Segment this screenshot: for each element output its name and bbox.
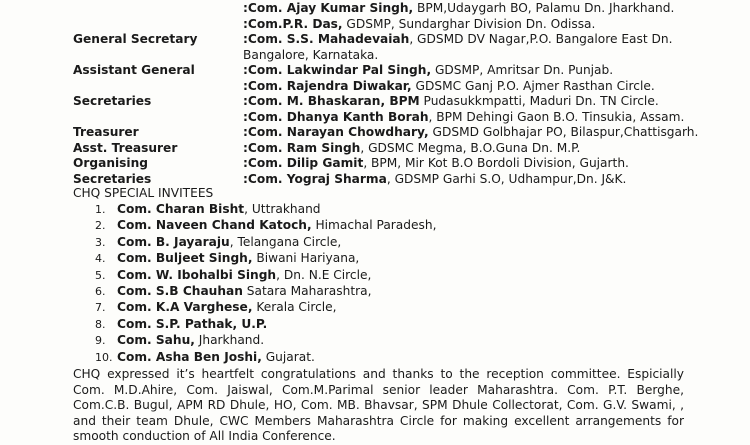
invitee-number: 3. xyxy=(95,235,106,249)
invitee-name: Com. Charan Bisht xyxy=(117,202,245,216)
officer-detail: , GDSMD DV Nagar,P.O. Bangalore East Dn. xyxy=(409,32,673,46)
officer-name: Com. Ram Singh xyxy=(247,140,361,155)
invitee-number: 5. xyxy=(95,268,106,282)
officer-entry: :Com. Dhanya Kanth Borah, BPM Dehingi Ga… xyxy=(243,109,685,124)
officer-detail: , BPM, Mir Kot B.O Bordoli Division, Guj… xyxy=(363,156,629,170)
officer-name: Com. Yograj Sharma xyxy=(247,171,387,186)
invitee-detail: Himachal Paradesh, xyxy=(311,218,437,233)
invitee-number: 2. xyxy=(95,219,106,233)
office-label: Organising xyxy=(73,156,149,170)
invitee-item: 9. Com. Sahu, Jharkhand. xyxy=(95,332,264,348)
invitee-number: 10. xyxy=(95,350,113,364)
office-label: Asst. Treasurer xyxy=(73,140,178,155)
officer-entry: :Com. Narayan Chowdhary, GDSMD Golbhajar… xyxy=(243,125,699,139)
officer-detail: , GDSMP Garhi S.O, Udhampur,Dn. J&K. xyxy=(386,171,627,186)
invitee-item: 7. Com. K.A Varghese, Kerala Circle, xyxy=(95,299,337,315)
officer-entry: :Com. Yograj Sharma, GDSMP Garhi S.O, Ud… xyxy=(243,171,627,186)
office-label: Secretaries xyxy=(73,171,152,186)
officer-name: Com. S.S. Mahadevaiah xyxy=(247,32,410,46)
invitee-detail: Jharkhand. xyxy=(194,333,265,348)
invitee-detail: Gujarat. xyxy=(261,349,315,364)
officer-detail: Bangalore, Karnataka. xyxy=(243,47,379,62)
invitee-name: Com. W. Ibohalbi Singh xyxy=(117,267,277,282)
officer-entry: :Com. Lakwindar Pal Singh, GDSMP, Amrits… xyxy=(243,63,614,77)
invitee-number: 9. xyxy=(95,334,106,348)
officer-entry: :Com. Ram Singh, GDSMC Megma, B.O.Guna D… xyxy=(243,140,581,155)
invitee-number: 1. xyxy=(95,203,106,216)
officer-name: Com. Dilip Gamit xyxy=(247,156,364,170)
office-label: General Secretary xyxy=(73,32,198,46)
invitee-name: Com. Asha Ben Joshi, xyxy=(117,349,262,364)
invitee-name: Com. K.A Varghese, xyxy=(117,300,253,315)
invitee-item: 4. Com. Buljeet Singh, Biwani Hariyana, xyxy=(95,250,359,266)
officer-name: Com. M. Bhaskaran, BPM xyxy=(247,94,420,108)
officer-entry: :Com.P.R. Das, GDSMP, Sundarghar Divisio… xyxy=(243,16,596,31)
invitee-detail: , Telangana Circle, xyxy=(229,234,342,249)
invitee-number: 6. xyxy=(95,285,106,298)
invitee-detail: , Uttrakhand xyxy=(244,202,321,216)
invitee-name: Com. S.P. Pathak, U.P. xyxy=(117,316,268,331)
invitee-name: Com. S.B Chauhan xyxy=(117,284,243,298)
invitee-item: 6. Com. S.B Chauhan Satara Maharashtra, xyxy=(95,283,371,299)
officer-detail: BPM,Udaygarh BO, Palamu Dn. Jharkhand. xyxy=(413,1,675,15)
officer-entry: :Com. M. Bhaskaran, BPM Pudasukkmpatti, … xyxy=(243,94,659,108)
invitee-name: Com. B. Jayaraju xyxy=(117,234,230,249)
officer-detail: GDSMP, Amritsar Dn. Punjab. xyxy=(431,63,614,77)
officer-detail: GDSMD Golbhajar PO, Bilaspur,Chattisgarh… xyxy=(428,125,699,139)
officer-detail: GDSMP, Sundarghar Division Dn. Odissa. xyxy=(342,16,596,31)
invitee-name: Com. Naveen Chand Katoch, xyxy=(117,218,312,233)
officer-entry: :Com. S.S. Mahadevaiah, GDSMD DV Nagar,P… xyxy=(243,32,673,46)
invitee-item: 2. Com. Naveen Chand Katoch, Himachal Par… xyxy=(95,217,436,233)
officer-entry: Bangalore, Karnataka. xyxy=(243,47,378,63)
officer-name: Com. Narayan Chowdhary, xyxy=(247,125,429,139)
officer-entry: :Com. Ajay Kumar Singh, BPM,Udaygarh BO,… xyxy=(243,1,675,15)
invitee-detail: Satara Maharashtra, xyxy=(242,284,372,298)
officer-detail: , BPM Dehingi Gaon B.O. Tinsukia, Assam. xyxy=(428,109,685,124)
office-label: Assistant General xyxy=(73,63,195,77)
officer-name: Com.P.R. Das, xyxy=(247,16,343,31)
invitee-item: 5. Com. W. Ibohalbi Singh, Dn. N.E Circle… xyxy=(95,267,371,283)
invitee-detail: , Dn. N.E Circle, xyxy=(276,267,372,282)
officer-entry: :Com. Dilip Gamit, BPM, Mir Kot B.O Bord… xyxy=(243,156,629,170)
officer-detail: , GDSMC Megma, B.O.Guna Dn. M.P. xyxy=(360,140,581,155)
closing-paragraph: CHQ expressed it’s heartfelt congratulat… xyxy=(73,367,684,444)
invitee-name: Com. Sahu, xyxy=(117,333,195,348)
invitees-heading: CHQ SPECIAL INVITEES xyxy=(73,186,214,200)
office-label: Secretaries xyxy=(73,94,152,108)
invitee-item: 8. Com. S.P. Pathak, U.P. xyxy=(95,316,267,332)
officer-entry: :Com. Rajendra Diwakar, GDSMC Ganj P.O. … xyxy=(243,78,655,93)
invitee-number: 7. xyxy=(95,301,106,315)
document-page: :Com. Ajay Kumar Singh, BPM,Udaygarh BO,… xyxy=(73,1,699,443)
invitee-detail: Biwani Hariyana, xyxy=(252,251,360,266)
officer-detail: GDSMC Ganj P.O. Ajmer Rasthan Circle. xyxy=(411,78,655,93)
invitee-detail: Kerala Circle, xyxy=(252,300,337,315)
invitee-name: Com. Buljeet Singh, xyxy=(117,251,253,266)
invitee-number: 4. xyxy=(95,252,106,266)
officer-name: Com. Lakwindar Pal Singh, xyxy=(247,63,432,77)
officer-name: Com. Rajendra Diwakar, xyxy=(247,78,412,93)
invitee-item: 10. Com. Asha Ben Joshi, Gujarat. xyxy=(95,349,315,365)
invitee-item: 1. Com. Charan Bisht, Uttrakhand xyxy=(95,201,321,217)
invitee-number: 8. xyxy=(95,317,106,331)
office-label: Treasurer xyxy=(73,125,139,139)
invitee-item: 3. Com. B. Jayaraju, Telangana Circle, xyxy=(95,234,341,250)
officer-detail: Pudasukkmpatti, Maduri Dn. TN Circle. xyxy=(419,94,659,108)
officer-name: Com. Dhanya Kanth Borah xyxy=(247,109,429,124)
officer-name: Com. Ajay Kumar Singh, xyxy=(247,1,414,15)
